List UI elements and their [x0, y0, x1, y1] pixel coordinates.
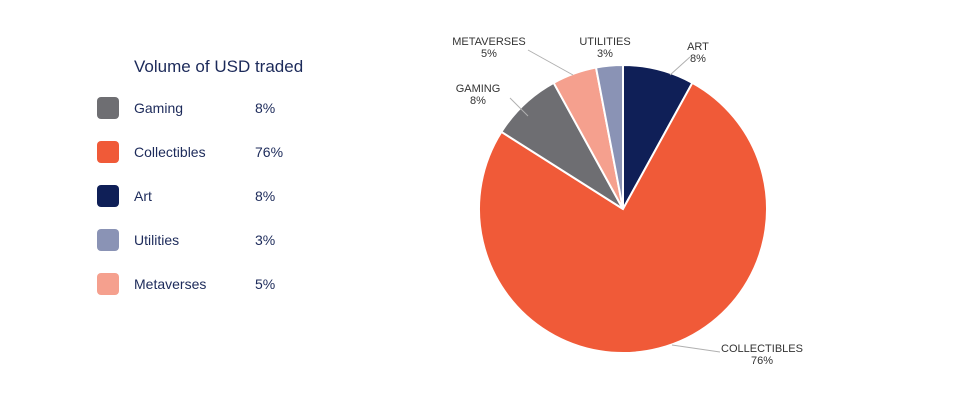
slice-label-art: ART: [687, 41, 709, 53]
legend-item-gaming: Gaming 8%: [97, 97, 337, 121]
slice-label-collectibles: COLLECTIBLES: [721, 343, 803, 355]
leader-line-gaming: [509, 97, 529, 117]
legend-item-art: Art 8%: [97, 185, 337, 209]
legend-item-collectibles: Collectibles 76%: [97, 141, 337, 165]
legend-percent-art: 8%: [255, 188, 276, 204]
legend-percent-metaverses: 5%: [255, 276, 276, 292]
slice-percent-gaming: 8%: [470, 95, 486, 107]
slice-label-utilities: UTILITIES: [579, 36, 630, 48]
legend-label-art: Art: [134, 188, 152, 204]
slice-percent-collectibles: 76%: [751, 355, 773, 367]
legend-swatch-art: [97, 185, 119, 207]
slice-percent-metaverses: 5%: [481, 48, 497, 60]
leader-line-metaverses: [527, 49, 574, 76]
legend-percent-utilities: 3%: [255, 232, 276, 248]
slice-percent-art: 8%: [690, 53, 706, 65]
slice-label-metaverses: METAVERSES: [452, 36, 526, 48]
legend-label-collectibles: Collectibles: [134, 144, 206, 160]
legend-swatch-utilities: [97, 229, 119, 251]
legend-item-metaverses: Metaverses 5%: [97, 273, 337, 297]
legend-percent-collectibles: 76%: [255, 144, 284, 160]
legend-title: Volume of USD traded: [134, 57, 304, 76]
legend-label-utilities: Utilities: [134, 232, 180, 248]
pie-slice-collectibles: [478, 81, 768, 354]
legend-swatch-gaming: [97, 97, 119, 119]
legend-label-gaming: Gaming: [134, 100, 184, 116]
legend-item-utilities: Utilities 3%: [97, 229, 337, 253]
legend-swatch-collectibles: [97, 141, 119, 163]
legend-swatch-metaverses: [97, 273, 119, 295]
pie-slice-utilities: [594, 63, 624, 210]
leader-line-art: [669, 56, 691, 76]
slice-label-gaming: GAMING: [456, 83, 501, 95]
slice-percent-utilities: 3%: [597, 48, 613, 60]
legend-percent-gaming: 8%: [255, 100, 276, 116]
legend-label-metaverses: Metaverses: [134, 276, 207, 292]
leader-line-collectibles: [671, 344, 721, 353]
